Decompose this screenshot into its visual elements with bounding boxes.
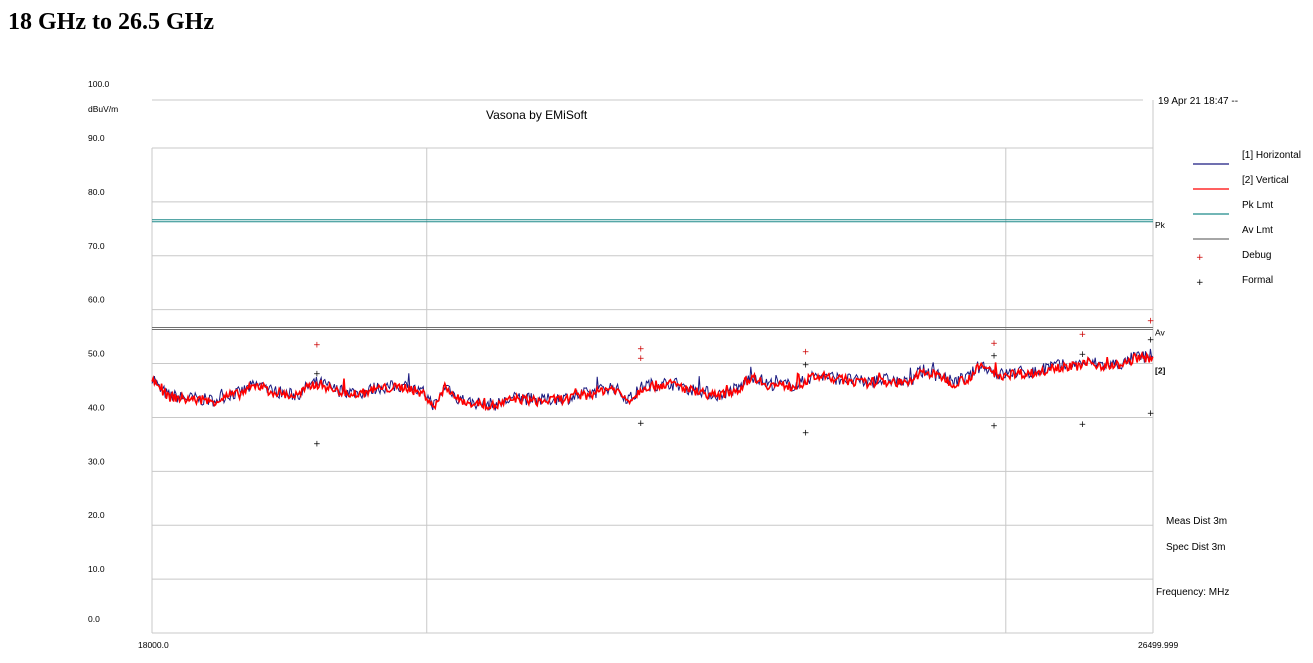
y-tick-label: 80.0 xyxy=(88,187,105,197)
y-axis-label: dBuV/m xyxy=(88,104,118,114)
y-tick-label: 20.0 xyxy=(88,510,105,520)
axis-layer: 0.0 10.0 20.0 30.0 40.0 50.0 60.0 70.0 80.0 90.0 1… xyxy=(88,79,1238,650)
formal-marker: + xyxy=(802,361,810,371)
y-tick-label: 30.0 xyxy=(88,456,105,466)
formal-marker: + xyxy=(1079,350,1087,360)
formal-marker: + xyxy=(1079,420,1087,430)
debug-marker: + xyxy=(313,341,321,351)
line-label: Av xyxy=(1155,328,1166,338)
legend-swatch: + xyxy=(1196,278,1204,288)
line-label: Pk xyxy=(1155,220,1166,230)
annotation: Spec Dist 3m xyxy=(1166,542,1225,553)
marker-layer: + +++++++++++++++++ xyxy=(313,316,1154,449)
legend-label: [1] Horizontal xyxy=(1242,150,1301,161)
x-axis-label: Frequency: MHz xyxy=(1156,587,1229,598)
y-tick-label: 60.0 xyxy=(88,295,105,305)
legend-label: Av Lmt xyxy=(1242,225,1273,236)
annotation: Meas Dist 3m xyxy=(1166,516,1227,527)
chart-title: Vasona by EMiSoft xyxy=(486,108,588,122)
legend-layer: [1] Horizontal [2] Vertical Pk Lmt Av Lmt + D… xyxy=(1193,150,1301,288)
debug-marker: + xyxy=(1147,316,1155,326)
legend-label: [2] Vertical xyxy=(1242,175,1289,186)
formal-marker: + xyxy=(637,419,645,429)
formal-marker: + xyxy=(990,422,998,432)
formal-marker: + xyxy=(1147,409,1155,419)
trace-layer xyxy=(151,348,1154,412)
y-tick-label: 90.0 xyxy=(88,133,105,143)
x-tick-label: 26499.999 xyxy=(1138,640,1178,650)
timestamp: 19 Apr 21 18:47 -- xyxy=(1158,96,1238,107)
y-tick-label: 100.0 xyxy=(88,79,110,89)
limit-layer xyxy=(152,219,1153,331)
trace-vertical xyxy=(151,350,1154,412)
formal-marker: + xyxy=(313,369,321,379)
y-tick-label: 70.0 xyxy=(88,241,105,251)
debug-marker: + xyxy=(802,348,810,358)
formal-marker: + xyxy=(990,351,998,361)
y-tick-label: 0.0 xyxy=(88,614,100,624)
x-tick-label: 18000.0 xyxy=(138,640,169,650)
line-label: [2] xyxy=(1155,365,1166,375)
page-heading: 18 GHz to 26.5 GHz xyxy=(8,9,214,35)
formal-marker: + xyxy=(1147,335,1155,345)
debug-marker: + xyxy=(637,344,645,354)
formal-marker: + xyxy=(313,439,321,449)
legend-label: Debug xyxy=(1242,250,1271,261)
y-tick-label: 40.0 xyxy=(88,402,105,412)
formal-marker: + xyxy=(802,429,810,439)
legend-label: Pk Lmt xyxy=(1242,200,1273,211)
label-layer: Pk Av [2] Meas Dist 3m Spec Dist 3m Frequency… xyxy=(1155,220,1229,598)
y-tick-label: 10.0 xyxy=(88,564,105,574)
legend-label: Formal xyxy=(1242,275,1273,286)
legend-swatch: + xyxy=(1196,253,1204,263)
grid-layer xyxy=(151,99,1154,634)
y-tick-label: 50.0 xyxy=(88,349,105,359)
debug-marker: + xyxy=(990,339,998,349)
debug-marker: + xyxy=(637,354,645,364)
debug-marker: + xyxy=(1079,330,1087,340)
